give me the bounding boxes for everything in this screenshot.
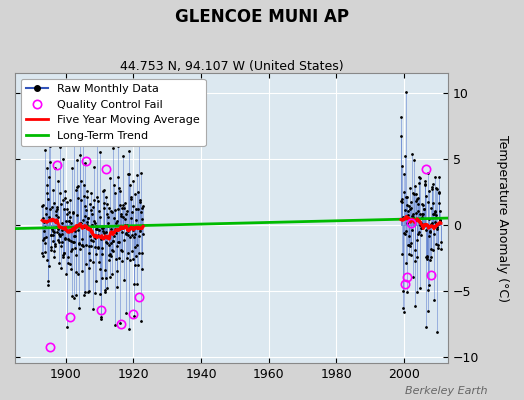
Y-axis label: Temperature Anomaly (°C): Temperature Anomaly (°C) <box>496 134 509 302</box>
Text: Berkeley Earth: Berkeley Earth <box>405 386 487 396</box>
Text: GLENCOE MUNI AP: GLENCOE MUNI AP <box>175 8 349 26</box>
Title: 44.753 N, 94.107 W (United States): 44.753 N, 94.107 W (United States) <box>120 60 343 73</box>
Legend: Raw Monthly Data, Quality Control Fail, Five Year Moving Average, Long-Term Tren: Raw Monthly Data, Quality Control Fail, … <box>20 78 205 146</box>
